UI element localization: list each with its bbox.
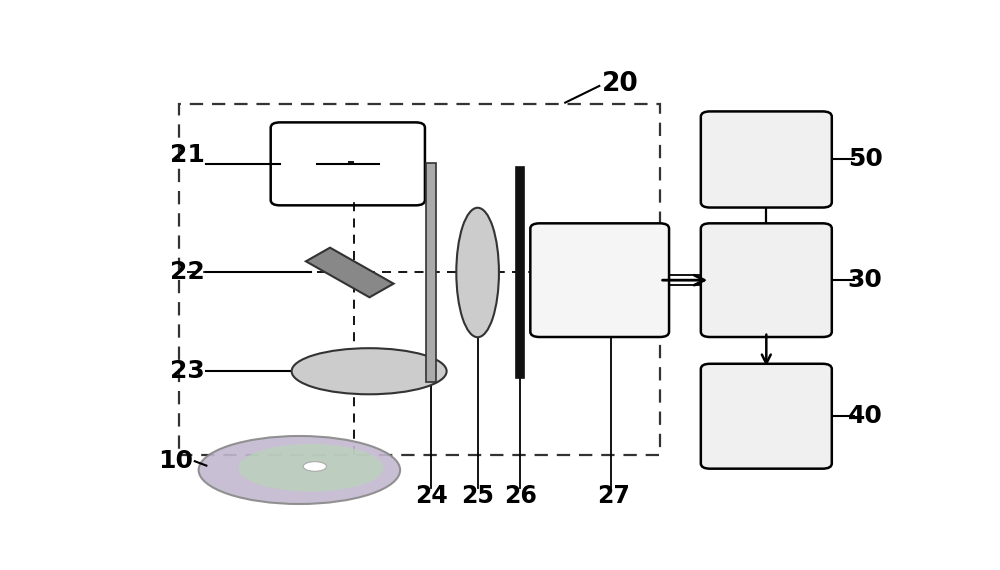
FancyBboxPatch shape [701, 364, 832, 469]
Text: 25: 25 [461, 484, 494, 508]
Text: 10: 10 [158, 449, 193, 473]
Text: 30: 30 [848, 268, 883, 292]
Text: 50: 50 [848, 148, 883, 172]
Ellipse shape [303, 462, 326, 471]
Text: 22: 22 [170, 260, 204, 284]
Ellipse shape [199, 436, 400, 504]
Bar [516, 167, 524, 378]
Text: 26: 26 [504, 484, 537, 508]
Ellipse shape [238, 444, 384, 491]
Bar [179, 104, 660, 455]
FancyBboxPatch shape [530, 223, 669, 337]
Text: 27: 27 [597, 484, 630, 508]
Polygon shape [306, 247, 394, 298]
Text: 23: 23 [170, 359, 204, 383]
Ellipse shape [292, 348, 447, 394]
FancyBboxPatch shape [701, 223, 832, 337]
Text: 20: 20 [602, 71, 638, 97]
Text: 40: 40 [848, 404, 883, 428]
Text: 24: 24 [415, 484, 448, 508]
FancyBboxPatch shape [701, 111, 832, 207]
Ellipse shape [456, 207, 499, 337]
Text: 21: 21 [170, 143, 204, 167]
Bar [426, 163, 436, 382]
